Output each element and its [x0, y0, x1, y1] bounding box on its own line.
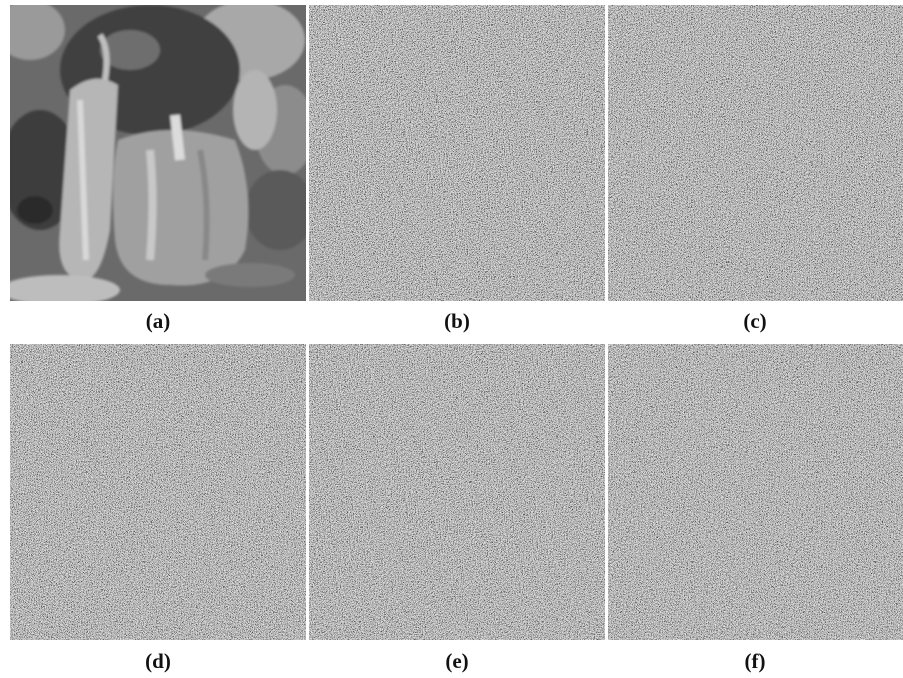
- encrypted-image: [10, 344, 306, 640]
- panel-label: (e): [445, 649, 468, 673]
- panel-label: (a): [146, 309, 171, 333]
- page: (a) (b) (c) (d) (e) (f) (() => { const d…: [0, 0, 903, 678]
- figure: (a) (b) (c) (d) (e) (f): [0, 0, 903, 678]
- panel-label: (f): [745, 649, 766, 673]
- encrypted-image: [309, 344, 605, 640]
- panel-label: (c): [743, 309, 766, 333]
- panel-label: (d): [145, 649, 171, 673]
- panel-label: (b): [444, 309, 470, 333]
- plain-image: [0, 0, 315, 305]
- encrypted-image: [608, 344, 903, 640]
- encrypted-image: [309, 5, 605, 301]
- encrypted-image: [608, 5, 903, 301]
